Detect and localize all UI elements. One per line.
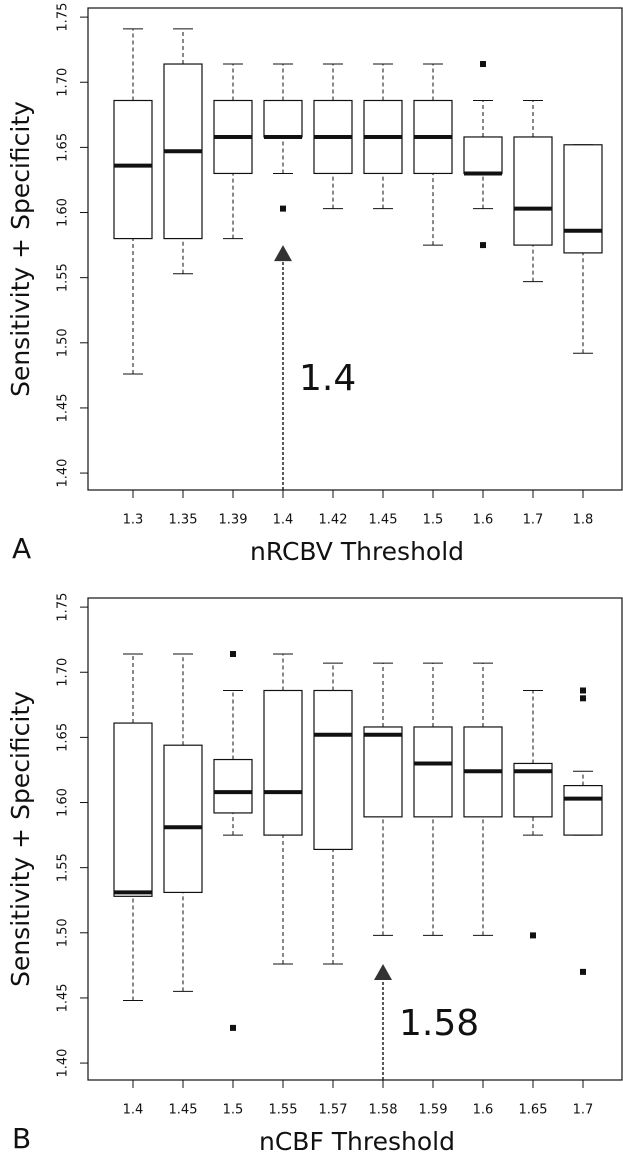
y-tick-label: 1.60 — [56, 198, 71, 227]
x-tick-label: 1.5 — [223, 1103, 244, 1118]
x-tick-label: 1.45 — [369, 513, 398, 528]
annotation-arrow-head — [374, 964, 392, 981]
x-tick-label: 1.65 — [519, 1103, 548, 1118]
x-tick-label: 1.39 — [219, 513, 248, 528]
x-tick-label: 1.57 — [319, 1103, 348, 1118]
annotation-text: 1.58 — [399, 1003, 479, 1044]
plot-frame — [87, 7, 623, 491]
y-tick-label: 1.50 — [56, 918, 71, 947]
chart-panel: 1.40 1.45 1.50 1.55 1.60 1.65 1.70 1.75 Sensitiv… — [6, 593, 623, 1156]
box — [563, 144, 603, 254]
box — [263, 689, 303, 836]
outlier — [230, 651, 236, 658]
outlier — [580, 687, 586, 694]
box — [163, 744, 203, 894]
y-tick-label: 1.75 — [56, 3, 71, 32]
y-tick-label: 1.60 — [56, 788, 71, 817]
x-tick-label: 1.8 — [573, 513, 594, 528]
y-tick-label: 1.65 — [56, 723, 71, 752]
y-tick-label: 1.40 — [56, 459, 71, 488]
panel-label: B — [12, 1122, 31, 1155]
y-tick-label: 1.75 — [56, 593, 71, 622]
y-tick-label: 1.50 — [56, 328, 71, 357]
x-tick-label: 1.55 — [269, 1103, 298, 1118]
box — [313, 689, 353, 851]
outlier — [230, 1024, 236, 1031]
x-tick-label: 1.3 — [123, 513, 144, 528]
box — [363, 726, 403, 818]
outlier — [480, 242, 486, 249]
box — [513, 136, 553, 246]
outlier — [530, 932, 536, 939]
box — [213, 758, 253, 814]
y-tick-label: 1.70 — [56, 68, 71, 97]
y-tick-label: 1.65 — [56, 133, 71, 162]
outlier — [580, 695, 586, 702]
box — [413, 726, 453, 818]
y-tick-label: 1.70 — [56, 658, 71, 687]
y-axis-label: Sensitivity + Specificity — [6, 101, 35, 397]
y-axis-label: Sensitivity + Specificity — [6, 691, 35, 987]
y-tick-label: 1.40 — [56, 1049, 71, 1078]
box — [263, 99, 303, 138]
x-axis-label: nRCBV Threshold — [250, 537, 464, 566]
plot-frame — [87, 597, 623, 1081]
x-tick-label: 1.5 — [423, 513, 444, 528]
box — [463, 136, 503, 175]
x-tick-label: 1.42 — [319, 513, 348, 528]
annotation-arrow-head — [274, 245, 292, 262]
x-tick-label: 1.7 — [523, 513, 544, 528]
chart-panel: 1.40 1.45 1.50 1.55 1.60 1.65 1.70 1.75 Sensitiv… — [6, 3, 623, 566]
x-tick-label: 1.7 — [573, 1103, 594, 1118]
panel-label: A — [12, 532, 31, 565]
y-tick-label: 1.45 — [56, 983, 71, 1012]
box — [563, 784, 603, 836]
x-tick-label: 1.4 — [123, 1103, 144, 1118]
annotation-text: 1.4 — [299, 358, 356, 399]
y-tick-label: 1.55 — [56, 263, 71, 292]
outlier — [480, 61, 486, 68]
x-tick-label: 1.58 — [369, 1103, 398, 1118]
outlier — [580, 968, 586, 975]
x-tick-label: 1.4 — [273, 513, 294, 528]
x-tick-label: 1.6 — [473, 1103, 494, 1118]
x-tick-label: 1.45 — [169, 1103, 198, 1118]
x-tick-label: 1.6 — [473, 513, 494, 528]
y-tick-label: 1.55 — [56, 853, 71, 882]
y-tick-label: 1.45 — [56, 393, 71, 422]
outlier — [280, 205, 286, 212]
x-tick-label: 1.35 — [169, 513, 198, 528]
x-axis-label: nCBF Threshold — [259, 1127, 455, 1156]
box — [113, 99, 153, 240]
x-tick-label: 1.59 — [419, 1103, 448, 1118]
box — [113, 722, 153, 897]
